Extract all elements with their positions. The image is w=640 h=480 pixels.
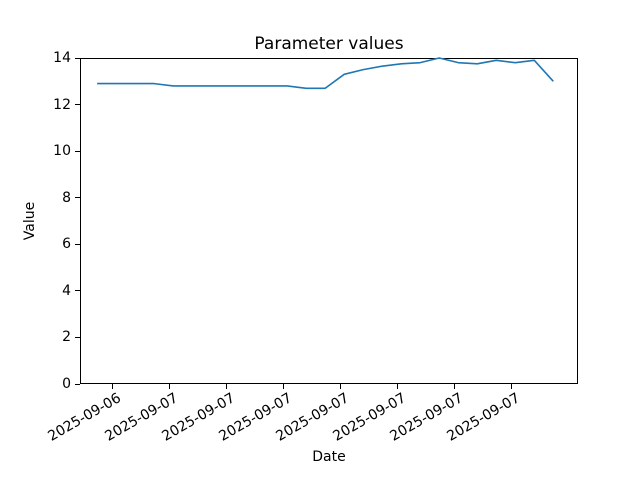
x-tick-mark — [168, 384, 170, 389]
y-tick-mark — [75, 104, 80, 106]
chart-title: Parameter values — [254, 34, 404, 54]
x-tick-mark — [225, 384, 227, 389]
data-line — [97, 57, 554, 90]
y-tick-label: 2 — [62, 329, 71, 346]
x-tick-mark — [453, 384, 455, 389]
x-tick-mark — [396, 384, 398, 389]
y-tick-label: 8 — [62, 189, 71, 206]
plot-area — [97, 57, 554, 90]
y-tick-mark — [75, 150, 80, 152]
axes-box — [80, 58, 578, 384]
x-tick-mark — [510, 384, 512, 389]
y-tick-label: 4 — [62, 282, 71, 299]
x-tick-mark — [339, 384, 341, 389]
y-tick-mark — [75, 336, 80, 338]
y-tick-mark — [75, 197, 80, 199]
x-tick-mark — [111, 384, 113, 389]
y-tick-mark — [75, 57, 80, 59]
x-axis-label: Date — [312, 449, 346, 465]
x-tick-mark — [282, 384, 284, 389]
y-axis-label: Value — [22, 201, 38, 241]
y-tick-label: 6 — [62, 236, 71, 253]
y-tick-label: 12 — [53, 96, 71, 113]
y-tick-mark — [75, 383, 80, 385]
y-tick-label: 10 — [53, 143, 71, 160]
y-tick-mark — [75, 290, 80, 292]
y-tick-label: 0 — [62, 376, 71, 392]
y-tick-label: 14 — [53, 50, 71, 66]
y-tick-mark — [75, 243, 80, 245]
